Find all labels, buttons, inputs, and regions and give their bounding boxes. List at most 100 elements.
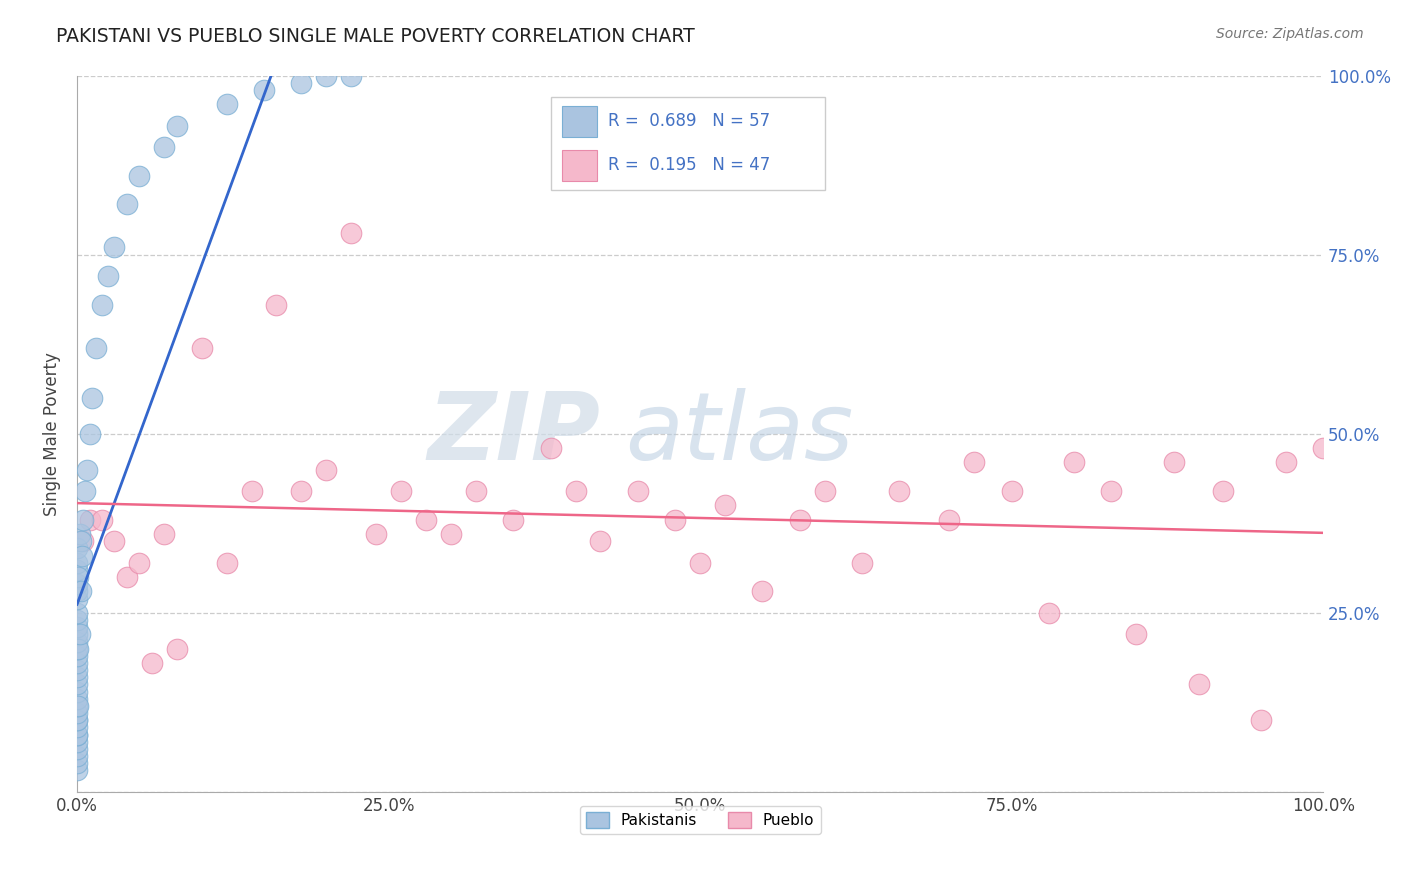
Point — [1038, 606, 1060, 620]
Point — [115, 197, 138, 211]
Point — [79, 513, 101, 527]
Point — [91, 513, 114, 527]
Point — [215, 97, 238, 112]
Point — [73, 484, 96, 499]
Point — [315, 462, 337, 476]
Point — [1063, 455, 1085, 469]
Point — [97, 269, 120, 284]
Point — [714, 499, 737, 513]
Point — [1274, 455, 1296, 469]
Point — [290, 484, 312, 499]
Point — [1212, 484, 1234, 499]
Point — [751, 584, 773, 599]
Point — [66, 735, 89, 749]
Point — [66, 584, 89, 599]
Point — [938, 513, 960, 527]
Point — [190, 341, 212, 355]
Point — [66, 698, 89, 713]
Point — [1163, 455, 1185, 469]
Point — [1250, 714, 1272, 728]
Point — [789, 513, 811, 527]
Point — [69, 627, 91, 641]
Point — [66, 563, 89, 577]
Point — [564, 484, 586, 499]
Text: PAKISTANI VS PUEBLO SINGLE MALE POVERTY CORRELATION CHART: PAKISTANI VS PUEBLO SINGLE MALE POVERTY … — [56, 27, 695, 45]
Point — [502, 513, 524, 527]
Point — [66, 677, 89, 691]
Point — [166, 119, 188, 133]
Point — [1125, 627, 1147, 641]
Point — [69, 584, 91, 599]
Point — [589, 534, 612, 549]
Point — [1187, 677, 1209, 691]
Point — [290, 76, 312, 90]
Point — [69, 534, 91, 549]
Point — [240, 484, 263, 499]
Point — [66, 691, 89, 706]
Point — [80, 391, 103, 405]
Point — [1001, 484, 1024, 499]
Point — [664, 513, 686, 527]
Point — [215, 556, 238, 570]
Point — [963, 455, 986, 469]
Point — [540, 441, 562, 455]
Point — [67, 570, 90, 584]
Point — [66, 714, 89, 728]
Point — [128, 169, 150, 183]
Point — [66, 706, 89, 720]
Point — [340, 226, 363, 240]
Point — [153, 527, 176, 541]
Point — [67, 698, 90, 713]
Point — [66, 556, 89, 570]
Legend: Pakistanis, Pueblo: Pakistanis, Pueblo — [579, 806, 821, 835]
Point — [66, 577, 89, 591]
Point — [415, 513, 437, 527]
Point — [315, 69, 337, 83]
Text: ZIP: ZIP — [427, 388, 600, 480]
Point — [66, 728, 89, 742]
Point — [366, 527, 388, 541]
Point — [1312, 441, 1334, 455]
Point — [464, 484, 486, 499]
Point — [67, 641, 90, 656]
Point — [66, 606, 89, 620]
Point — [128, 556, 150, 570]
Point — [1099, 484, 1122, 499]
Text: Source: ZipAtlas.com: Source: ZipAtlas.com — [1216, 27, 1364, 41]
Point — [66, 648, 89, 663]
Point — [84, 341, 107, 355]
Point — [103, 240, 125, 254]
Point — [66, 656, 89, 670]
Point — [851, 556, 873, 570]
Point — [153, 140, 176, 154]
Text: atlas: atlas — [626, 388, 853, 479]
Point — [66, 634, 89, 648]
Point — [66, 627, 89, 641]
Point — [66, 613, 89, 627]
Point — [66, 749, 89, 764]
Point — [72, 513, 94, 527]
Point — [103, 534, 125, 549]
Point — [66, 684, 89, 698]
Point — [66, 641, 89, 656]
Point — [66, 764, 89, 778]
Point — [66, 670, 89, 684]
Point — [66, 728, 89, 742]
Point — [69, 527, 91, 541]
Point — [253, 83, 276, 97]
Point — [141, 656, 163, 670]
Point — [389, 484, 412, 499]
Point — [66, 721, 89, 735]
Y-axis label: Single Male Poverty: Single Male Poverty — [44, 351, 60, 516]
Point — [166, 641, 188, 656]
Point — [66, 756, 89, 771]
Point — [66, 714, 89, 728]
Point — [72, 534, 94, 549]
Point — [70, 549, 93, 563]
Point — [76, 462, 98, 476]
Point — [440, 527, 463, 541]
Point — [115, 570, 138, 584]
Point — [340, 69, 363, 83]
Point — [91, 298, 114, 312]
Point — [66, 591, 89, 606]
